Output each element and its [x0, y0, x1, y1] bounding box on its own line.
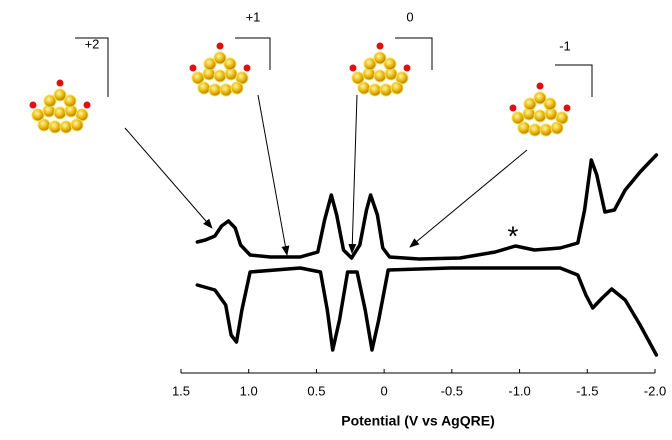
atom	[220, 84, 232, 96]
x-tick-label: -1.0	[508, 383, 530, 398]
atom	[350, 65, 357, 72]
atom	[551, 122, 563, 134]
atom	[214, 70, 226, 82]
cv-trace	[197, 268, 656, 355]
atom	[564, 105, 571, 112]
atom	[369, 84, 381, 96]
atom	[217, 43, 224, 50]
atom	[231, 82, 243, 94]
atom	[540, 124, 552, 136]
annotation: +2	[85, 36, 100, 51]
x-tick-label: 1.0	[240, 383, 258, 398]
atom	[377, 43, 384, 50]
atom	[534, 92, 546, 104]
page: {"chart_data": { "type": "line", "x_labe…	[0, 0, 672, 435]
atom	[529, 124, 541, 136]
atom	[537, 83, 544, 90]
atom	[38, 119, 50, 131]
atom	[190, 65, 197, 72]
arrows	[125, 95, 527, 255]
atom	[60, 121, 72, 133]
brackets	[75, 38, 592, 97]
atom	[57, 80, 64, 87]
x-tick-label: 0.5	[307, 383, 325, 398]
atom	[374, 70, 386, 82]
atom	[244, 65, 251, 72]
atom	[374, 52, 386, 64]
atom	[54, 89, 66, 101]
x-tick-label: -1.5	[576, 383, 598, 398]
atom	[198, 82, 210, 94]
x-axis-label: Potential (V vs AgQRE)	[341, 413, 495, 429]
x-tick-label: 1.5	[172, 383, 190, 398]
annotation: *	[508, 220, 519, 251]
atom	[84, 102, 91, 109]
atom	[214, 52, 226, 64]
atom	[54, 107, 66, 119]
x-tick-label: -2.0	[644, 383, 666, 398]
atom	[518, 122, 530, 134]
chart: Potential (V vs AgQRE) 1.5 1.0 0.5 0 -0.5 -1.…	[0, 0, 672, 435]
atom	[391, 82, 403, 94]
annotation: -1	[559, 38, 571, 53]
x-tick-label: 0	[381, 383, 388, 398]
atom	[510, 105, 517, 112]
cv-trace	[197, 155, 656, 259]
atom	[380, 84, 392, 96]
annotation: +1	[246, 9, 261, 24]
atom	[209, 84, 221, 96]
atom	[30, 102, 37, 109]
x-tick-label: -0.5	[441, 383, 463, 398]
atom	[71, 119, 83, 131]
atom	[534, 110, 546, 122]
annotation: 0	[406, 9, 413, 24]
atom	[49, 121, 61, 133]
atom	[358, 82, 370, 94]
atom	[404, 65, 411, 72]
molecule-icons	[30, 43, 571, 137]
